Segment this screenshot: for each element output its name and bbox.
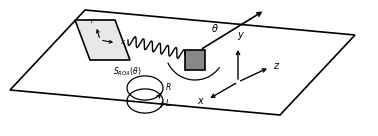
Text: Y: Y — [90, 19, 94, 24]
Text: L: L — [166, 98, 170, 107]
Polygon shape — [75, 20, 130, 60]
Text: $x$: $x$ — [197, 97, 205, 106]
Text: R: R — [166, 84, 171, 92]
Text: $z$: $z$ — [273, 61, 280, 71]
Text: $S_{\mathregular{ROA}}(\theta)$: $S_{\mathregular{ROA}}(\theta)$ — [113, 66, 141, 78]
Polygon shape — [10, 10, 355, 115]
Text: $\theta$: $\theta$ — [211, 22, 219, 34]
Text: $y$: $y$ — [237, 30, 245, 42]
Bar — [185, 50, 205, 70]
Text: X: X — [120, 41, 124, 46]
